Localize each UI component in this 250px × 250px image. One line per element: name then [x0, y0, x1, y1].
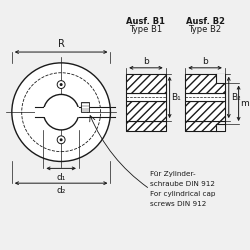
Text: For cylindrical cap: For cylindrical cap [150, 191, 215, 197]
Text: m: m [240, 99, 249, 108]
Bar [185, 121, 225, 131]
Text: b: b [143, 57, 149, 66]
Bar [185, 101, 225, 121]
Bar [216, 124, 225, 131]
Bar [126, 74, 166, 94]
Circle shape [60, 139, 62, 140]
Text: Type B2: Type B2 [188, 25, 222, 34]
Bar [36, 107, 87, 117]
Circle shape [12, 63, 110, 162]
Bar [126, 94, 166, 101]
Text: Type B1: Type B1 [129, 25, 162, 34]
Text: R: R [58, 39, 64, 49]
Bar [126, 74, 166, 94]
Text: Ausf. B2: Ausf. B2 [186, 17, 224, 26]
Text: screws DIN 912: screws DIN 912 [150, 201, 206, 207]
Text: B₁: B₁ [172, 93, 181, 102]
Bar [126, 121, 166, 131]
Bar [185, 121, 225, 131]
Circle shape [57, 81, 65, 88]
Circle shape [57, 136, 65, 144]
Text: schraube DIN 912: schraube DIN 912 [150, 181, 215, 187]
Bar [126, 101, 166, 121]
Text: b: b [202, 57, 208, 66]
Bar [126, 101, 166, 121]
Bar [185, 74, 225, 94]
Text: Für Zylinder-: Für Zylinder- [150, 171, 196, 177]
Bar [185, 74, 225, 94]
Bar [216, 74, 225, 82]
Bar [81, 102, 89, 112]
Circle shape [44, 94, 79, 130]
Text: d₁: d₁ [56, 173, 66, 182]
Bar [185, 101, 225, 121]
Bar [185, 94, 225, 101]
Bar [126, 121, 166, 131]
Text: Ausf. B1: Ausf. B1 [126, 17, 166, 26]
Circle shape [60, 84, 62, 85]
Text: d₂: d₂ [56, 186, 66, 195]
Text: B₂: B₂ [231, 93, 240, 102]
